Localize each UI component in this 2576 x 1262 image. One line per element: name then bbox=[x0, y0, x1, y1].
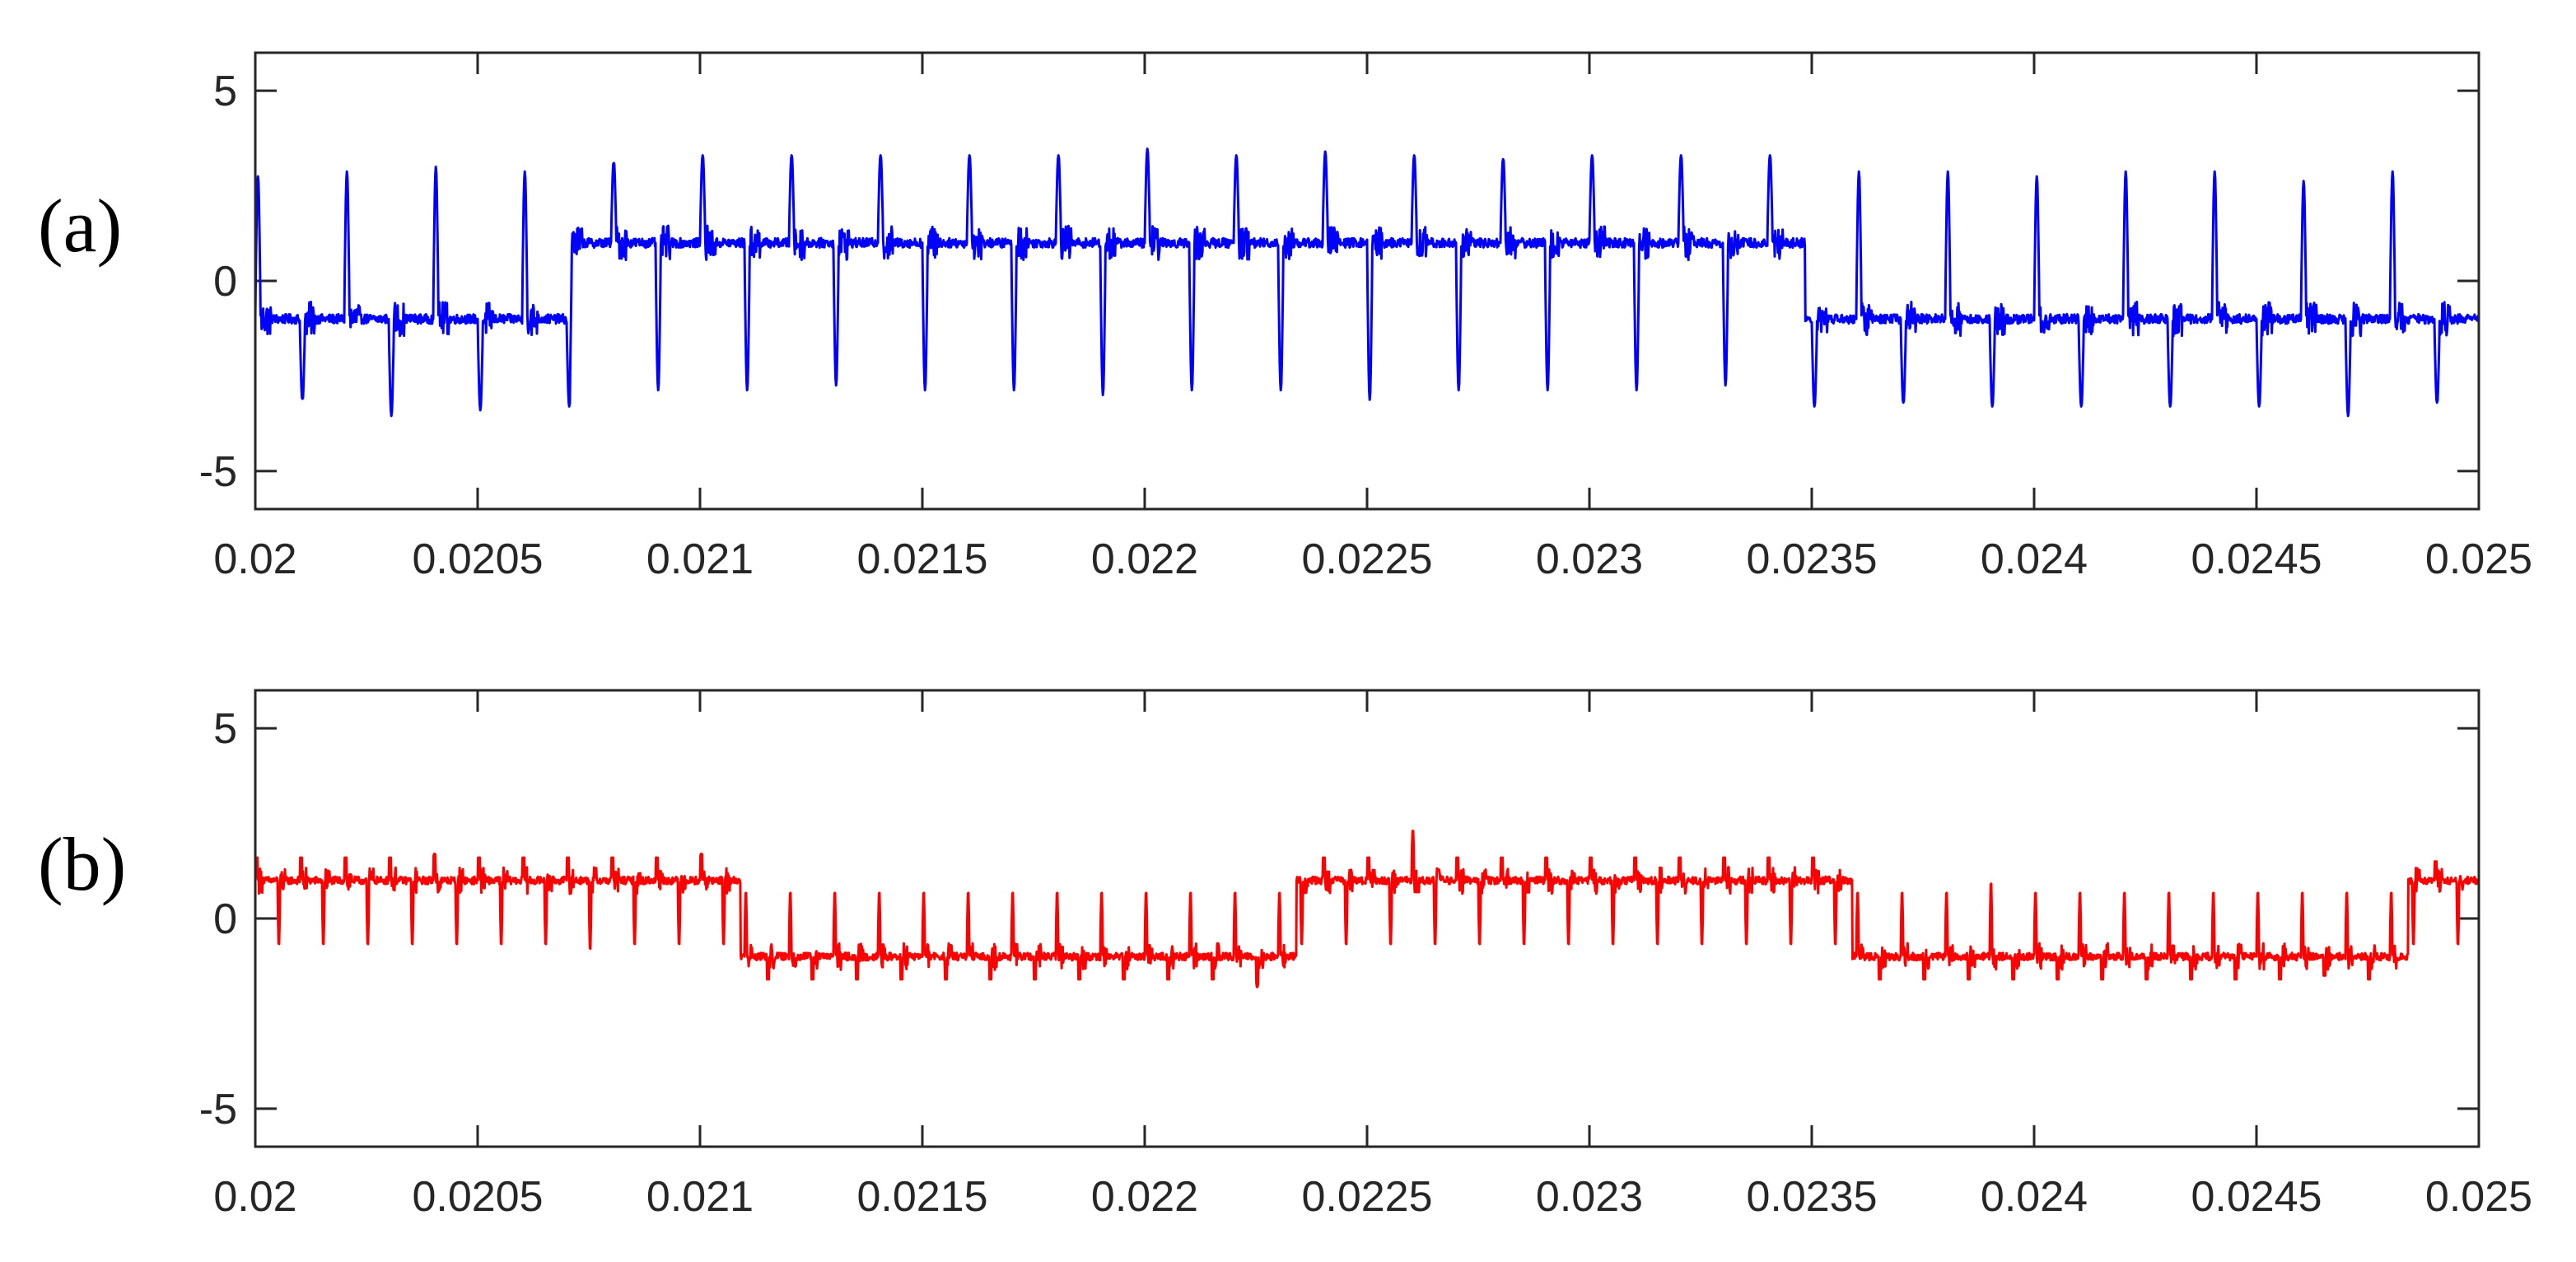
x-tick-label: 0.024 bbox=[1981, 535, 2088, 583]
x-tick-label: 0.025 bbox=[2425, 535, 2532, 583]
x-tick-label: 0.025 bbox=[2425, 1173, 2532, 1221]
y-tick-label: 5 bbox=[213, 68, 237, 115]
x-tick-label: 0.02 bbox=[213, 535, 296, 583]
y-ticks: -5 0 5 bbox=[199, 68, 2479, 496]
x-tick-label: 0.022 bbox=[1091, 1173, 1198, 1221]
x-tick-label: 0.021 bbox=[646, 535, 754, 583]
y-tick-label: 5 bbox=[213, 705, 237, 753]
x-tick-label: 0.0225 bbox=[1301, 535, 1432, 583]
x-tick-label: 0.0235 bbox=[1746, 1173, 1877, 1221]
x-tick-label: 0.023 bbox=[1536, 535, 1643, 583]
x-tick-label: 0.0215 bbox=[856, 1173, 987, 1221]
y-ticks: -5 0 5 bbox=[199, 705, 2479, 1133]
axes-box bbox=[254, 689, 2480, 1148]
series-line bbox=[254, 147, 2480, 418]
y-tick-label: 0 bbox=[213, 895, 237, 943]
x-tick-label: 0.0205 bbox=[412, 1173, 543, 1221]
y-tick-label: 0 bbox=[213, 258, 237, 306]
chart-panel-b: (b) 0.02 0.0205 0.021 0.0215 0.022 0.0225 0.02… bbox=[38, 689, 2532, 1221]
x-tick-label: 0.024 bbox=[1981, 1173, 2088, 1221]
x-tick-label: 0.0205 bbox=[412, 535, 543, 583]
x-tick-label: 0.0225 bbox=[1301, 1173, 1432, 1221]
axes-box bbox=[254, 51, 2480, 511]
x-tick-label: 0.0245 bbox=[2191, 535, 2322, 583]
panel-label-b: (b) bbox=[38, 822, 126, 906]
x-ticks: 0.02 0.0205 0.021 0.0215 0.022 0.0225 0.023 0.0… bbox=[213, 53, 2532, 583]
y-tick-label: -5 bbox=[199, 448, 237, 496]
x-tick-label: 0.0245 bbox=[2191, 1173, 2322, 1221]
x-tick-label: 0.021 bbox=[646, 1173, 754, 1221]
x-tick-label: 0.023 bbox=[1536, 1173, 1643, 1221]
x-ticks: 0.02 0.0205 0.021 0.0215 0.022 0.0225 0.023 0.0… bbox=[213, 690, 2532, 1221]
panel-label-a: (a) bbox=[38, 184, 122, 268]
x-tick-label: 0.0215 bbox=[856, 535, 987, 583]
y-tick-label: -5 bbox=[199, 1086, 237, 1133]
series-line bbox=[254, 830, 2480, 989]
chart-panel-a: (a) 0.02 0.0205 0.021 0.0215 0.022 0.0225 0.02… bbox=[38, 51, 2532, 583]
x-tick-label: 0.022 bbox=[1091, 535, 1198, 583]
x-tick-label: 0.02 bbox=[213, 1173, 296, 1221]
x-tick-label: 0.0235 bbox=[1746, 535, 1877, 583]
